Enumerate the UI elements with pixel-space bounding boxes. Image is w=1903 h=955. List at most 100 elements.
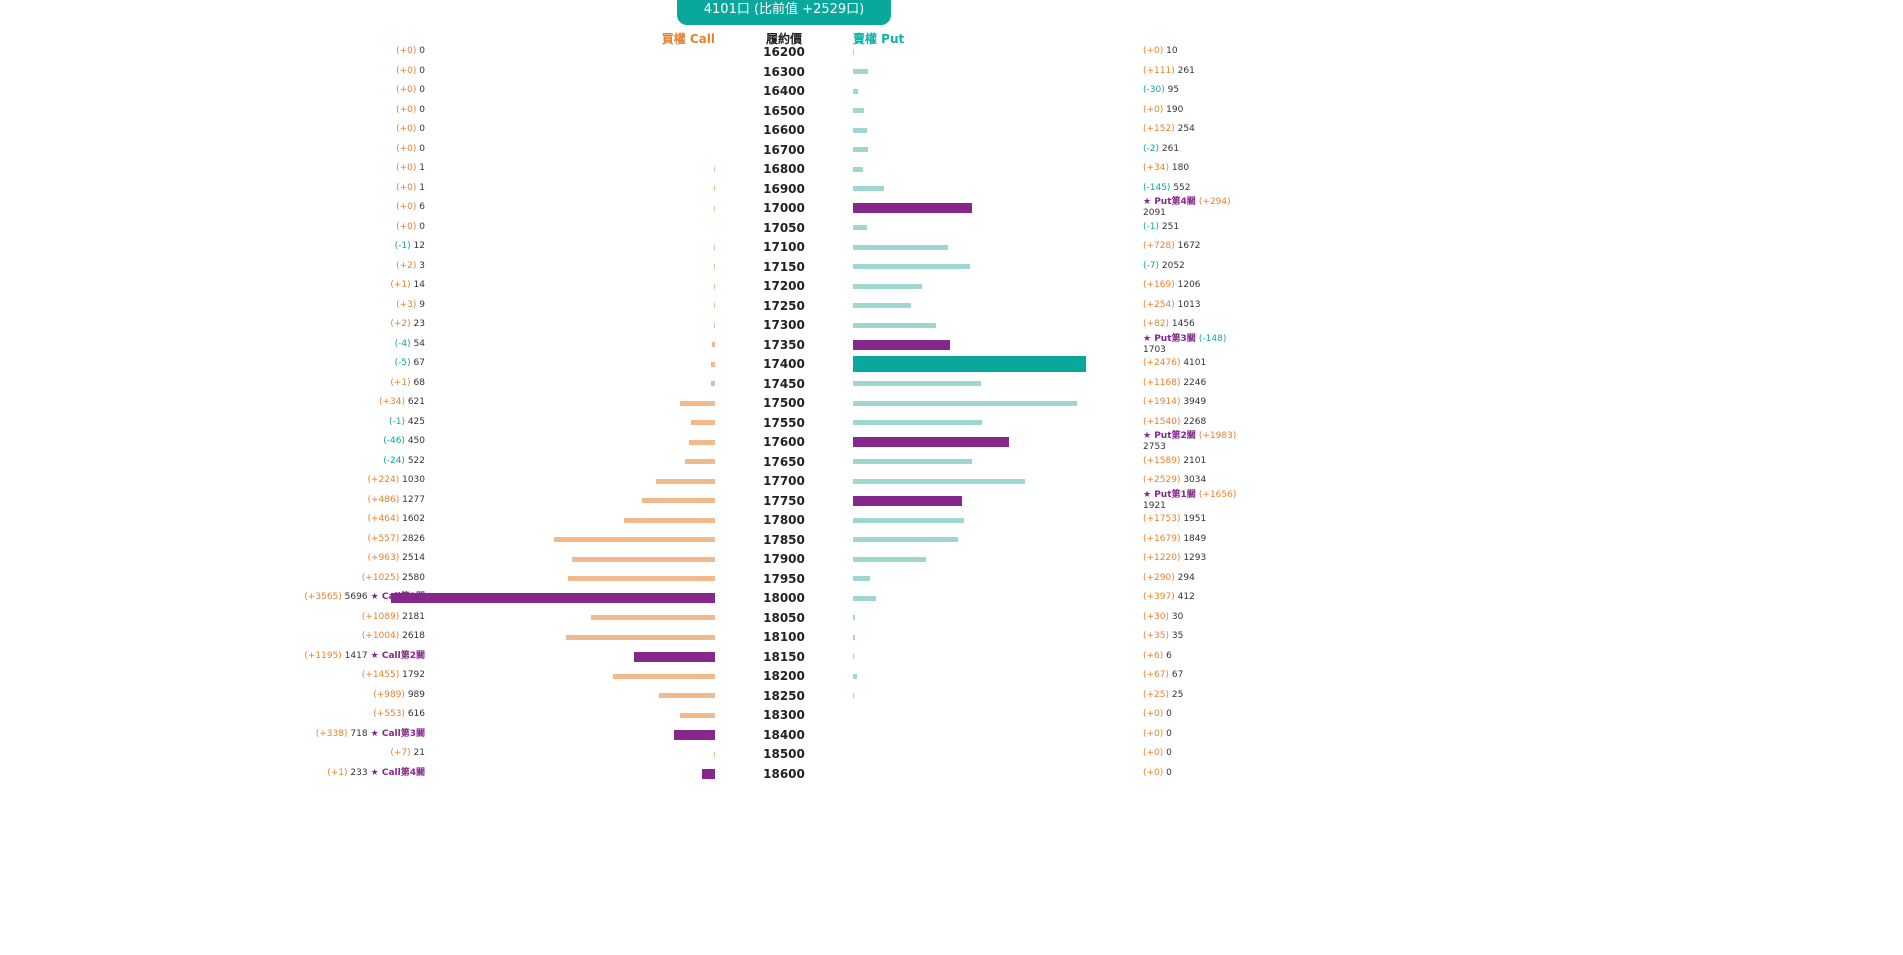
call-bar — [566, 634, 715, 640]
put-label: (-7) 2052 — [1143, 261, 1283, 272]
put-bar — [853, 264, 970, 270]
put-change: (+6) — [1143, 650, 1164, 661]
put-change: (+0) — [1143, 748, 1164, 759]
call-change: (+1455) — [361, 670, 400, 681]
put-change: (+0) — [1143, 104, 1164, 115]
put-change: (+728) — [1143, 241, 1175, 252]
call-label: (-46) 450 — [285, 436, 425, 447]
strike-label: 17000 — [763, 201, 805, 216]
put-bar — [853, 69, 868, 74]
call-label: (+0) 0 — [285, 46, 425, 57]
put-label: (-145) 552 — [1143, 183, 1283, 194]
strike-label: 17900 — [763, 552, 805, 567]
call-value: 0 — [416, 104, 425, 115]
call-label: (+0) 0 — [285, 105, 425, 116]
put-value: 2091 — [1143, 208, 1166, 219]
put-bar — [853, 615, 855, 621]
put-label: (+0) 0 — [1143, 709, 1283, 720]
call-label: (+2) 3 — [285, 261, 425, 272]
put-value: 10 — [1163, 46, 1178, 56]
call-change: (+0) — [396, 46, 417, 56]
put-label: (-1) 251 — [1143, 222, 1283, 233]
put-bar — [853, 244, 948, 250]
call-bar — [701, 769, 715, 779]
call-key-level: ★ Call第1關 — [367, 592, 425, 603]
call-bar — [714, 166, 715, 172]
put-label: ★ Put第2關 (+1983) 2753 — [1143, 431, 1283, 453]
put-label: (+1679) 1849 — [1143, 534, 1283, 545]
strike-label: 17050 — [763, 220, 805, 235]
put-change: (+30) — [1143, 611, 1170, 622]
strike-label: 17250 — [763, 298, 805, 313]
put-value: 2101 — [1180, 455, 1207, 466]
call-change: (+3) — [396, 299, 417, 310]
put-change: (+35) — [1143, 631, 1170, 642]
put-change: (+1983) — [1198, 431, 1237, 442]
put-label: ★ Put第3關 (-148) 1703 — [1143, 334, 1283, 356]
call-label: (+0) 1 — [285, 163, 425, 174]
put-change: (-2) — [1143, 143, 1159, 154]
call-change: (-4) — [394, 338, 411, 349]
call-bar — [634, 651, 715, 662]
call-change: (+557) — [367, 533, 400, 544]
call-bar — [591, 615, 715, 621]
call-label: (-4) 54 — [285, 339, 425, 350]
put-label: (+1168) 2246 — [1143, 378, 1283, 389]
call-label: (+553) 616 — [285, 709, 425, 720]
put-change: (+152) — [1143, 124, 1175, 135]
call-value: 2514 — [399, 553, 425, 564]
call-bar — [689, 439, 715, 445]
put-value: 261 — [1174, 65, 1195, 76]
call-value: 1 — [416, 163, 425, 174]
put-bar — [853, 147, 868, 153]
call-change: (+0) — [396, 65, 417, 76]
call-value: 2826 — [399, 533, 425, 544]
put-value: 412 — [1174, 592, 1195, 603]
put-change: (+82) — [1143, 319, 1170, 330]
call-bar — [711, 342, 715, 348]
put-label: (+82) 1456 — [1143, 319, 1283, 330]
put-bar — [853, 127, 868, 133]
put-value: 1293 — [1180, 553, 1207, 564]
put-label: (+30) 30 — [1143, 612, 1283, 623]
call-value: 450 — [404, 436, 425, 447]
call-bar — [656, 478, 715, 484]
put-bar — [853, 108, 864, 114]
call-header: 買權 Call — [661, 32, 715, 46]
put-label: (+0) 10 — [1143, 46, 1283, 57]
call-change: (-5) — [394, 358, 411, 369]
call-bar — [674, 729, 715, 740]
call-change: (+0) — [396, 85, 417, 96]
strike-label: 16800 — [763, 162, 805, 177]
strike-label: 18000 — [763, 591, 805, 606]
put-value: 3034 — [1180, 475, 1207, 486]
call-value: 1 — [416, 182, 425, 193]
put-bar — [853, 186, 885, 192]
call-change: (+1195) — [304, 650, 342, 661]
call-label: (+1004) 2618 — [285, 631, 425, 642]
call-value: 3 — [416, 260, 425, 271]
call-change: (+224) — [367, 475, 400, 486]
call-value: 0 — [416, 46, 425, 56]
call-change: (+0) — [396, 182, 417, 193]
put-value: 261 — [1159, 143, 1180, 154]
put-value: 3949 — [1180, 397, 1207, 408]
call-label: (+963) 2514 — [285, 553, 425, 564]
call-label: (-1) 425 — [285, 417, 425, 428]
put-change: (+0) — [1143, 709, 1164, 720]
call-label: (+557) 2826 — [285, 534, 425, 545]
strike-label: 18300 — [763, 708, 805, 723]
call-change: (+1089) — [361, 611, 400, 622]
call-bar — [711, 361, 715, 367]
call-change: (+2) — [390, 319, 411, 330]
strike-label: 17350 — [763, 337, 805, 352]
call-bar — [685, 459, 715, 465]
call-bar — [554, 537, 715, 543]
put-bar — [853, 556, 927, 562]
call-value: 21 — [410, 748, 425, 759]
put-label: (+1914) 3949 — [1143, 397, 1283, 408]
call-value: 425 — [404, 416, 425, 427]
put-value: 251 — [1159, 221, 1180, 232]
put-value: 67 — [1169, 670, 1184, 681]
call-change: (+7) — [390, 748, 411, 759]
